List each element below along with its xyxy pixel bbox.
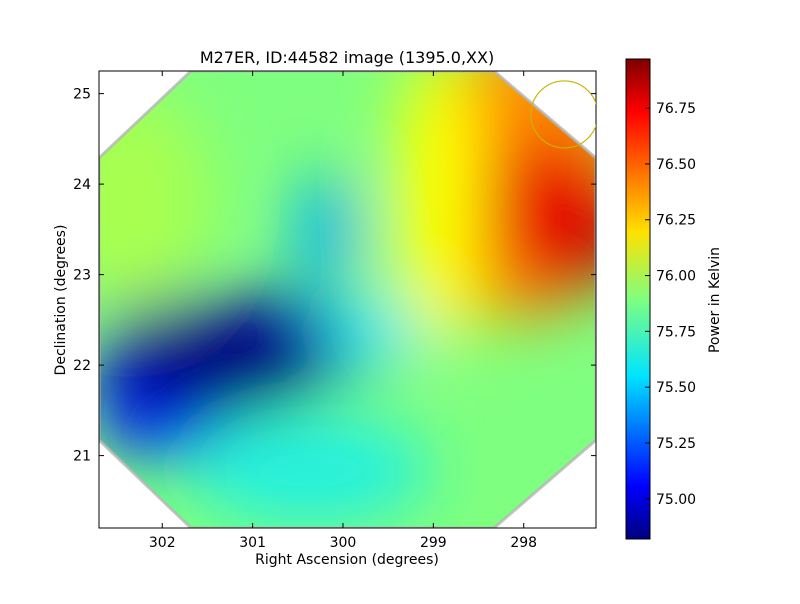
colorbar-tick-label: 76.00 xyxy=(656,269,696,285)
y-tick-label: 21 xyxy=(73,449,91,465)
colorbar xyxy=(625,58,651,540)
beam-circle xyxy=(530,80,596,149)
x-tick-label: 299 xyxy=(420,535,447,551)
x-tick-label: 298 xyxy=(510,535,537,551)
y-tick-label: 23 xyxy=(73,268,91,284)
y-tick-label: 25 xyxy=(73,87,91,103)
x-tick-label: 302 xyxy=(149,535,176,551)
colorbar-tick-label: 75.75 xyxy=(656,324,696,340)
y-tick-label: 24 xyxy=(73,177,91,193)
x-axis-label: Right Ascension (degrees) xyxy=(255,552,439,568)
chart-title: M27ER, ID:44582 image (1395.0,XX) xyxy=(200,48,494,67)
colorbar-tick-label: 76.50 xyxy=(656,157,696,173)
plot-frame xyxy=(98,70,597,529)
colorbar-tick-label: 76.25 xyxy=(656,213,696,229)
colorbar-tick-label: 75.50 xyxy=(656,380,696,396)
colorbar-tick-label: 75.25 xyxy=(656,436,696,452)
x-tick-label: 301 xyxy=(239,535,266,551)
coverage-edge xyxy=(99,71,596,528)
y-tick-label: 22 xyxy=(73,358,91,374)
colorbar-tick-label: 76.75 xyxy=(656,101,696,117)
x-tick-label: 300 xyxy=(330,535,357,551)
colorbar-tick-label: 75.00 xyxy=(656,492,696,508)
colorbar-label: Power in Kelvin xyxy=(707,247,723,353)
y-axis-label: Declination (degrees) xyxy=(53,225,69,376)
